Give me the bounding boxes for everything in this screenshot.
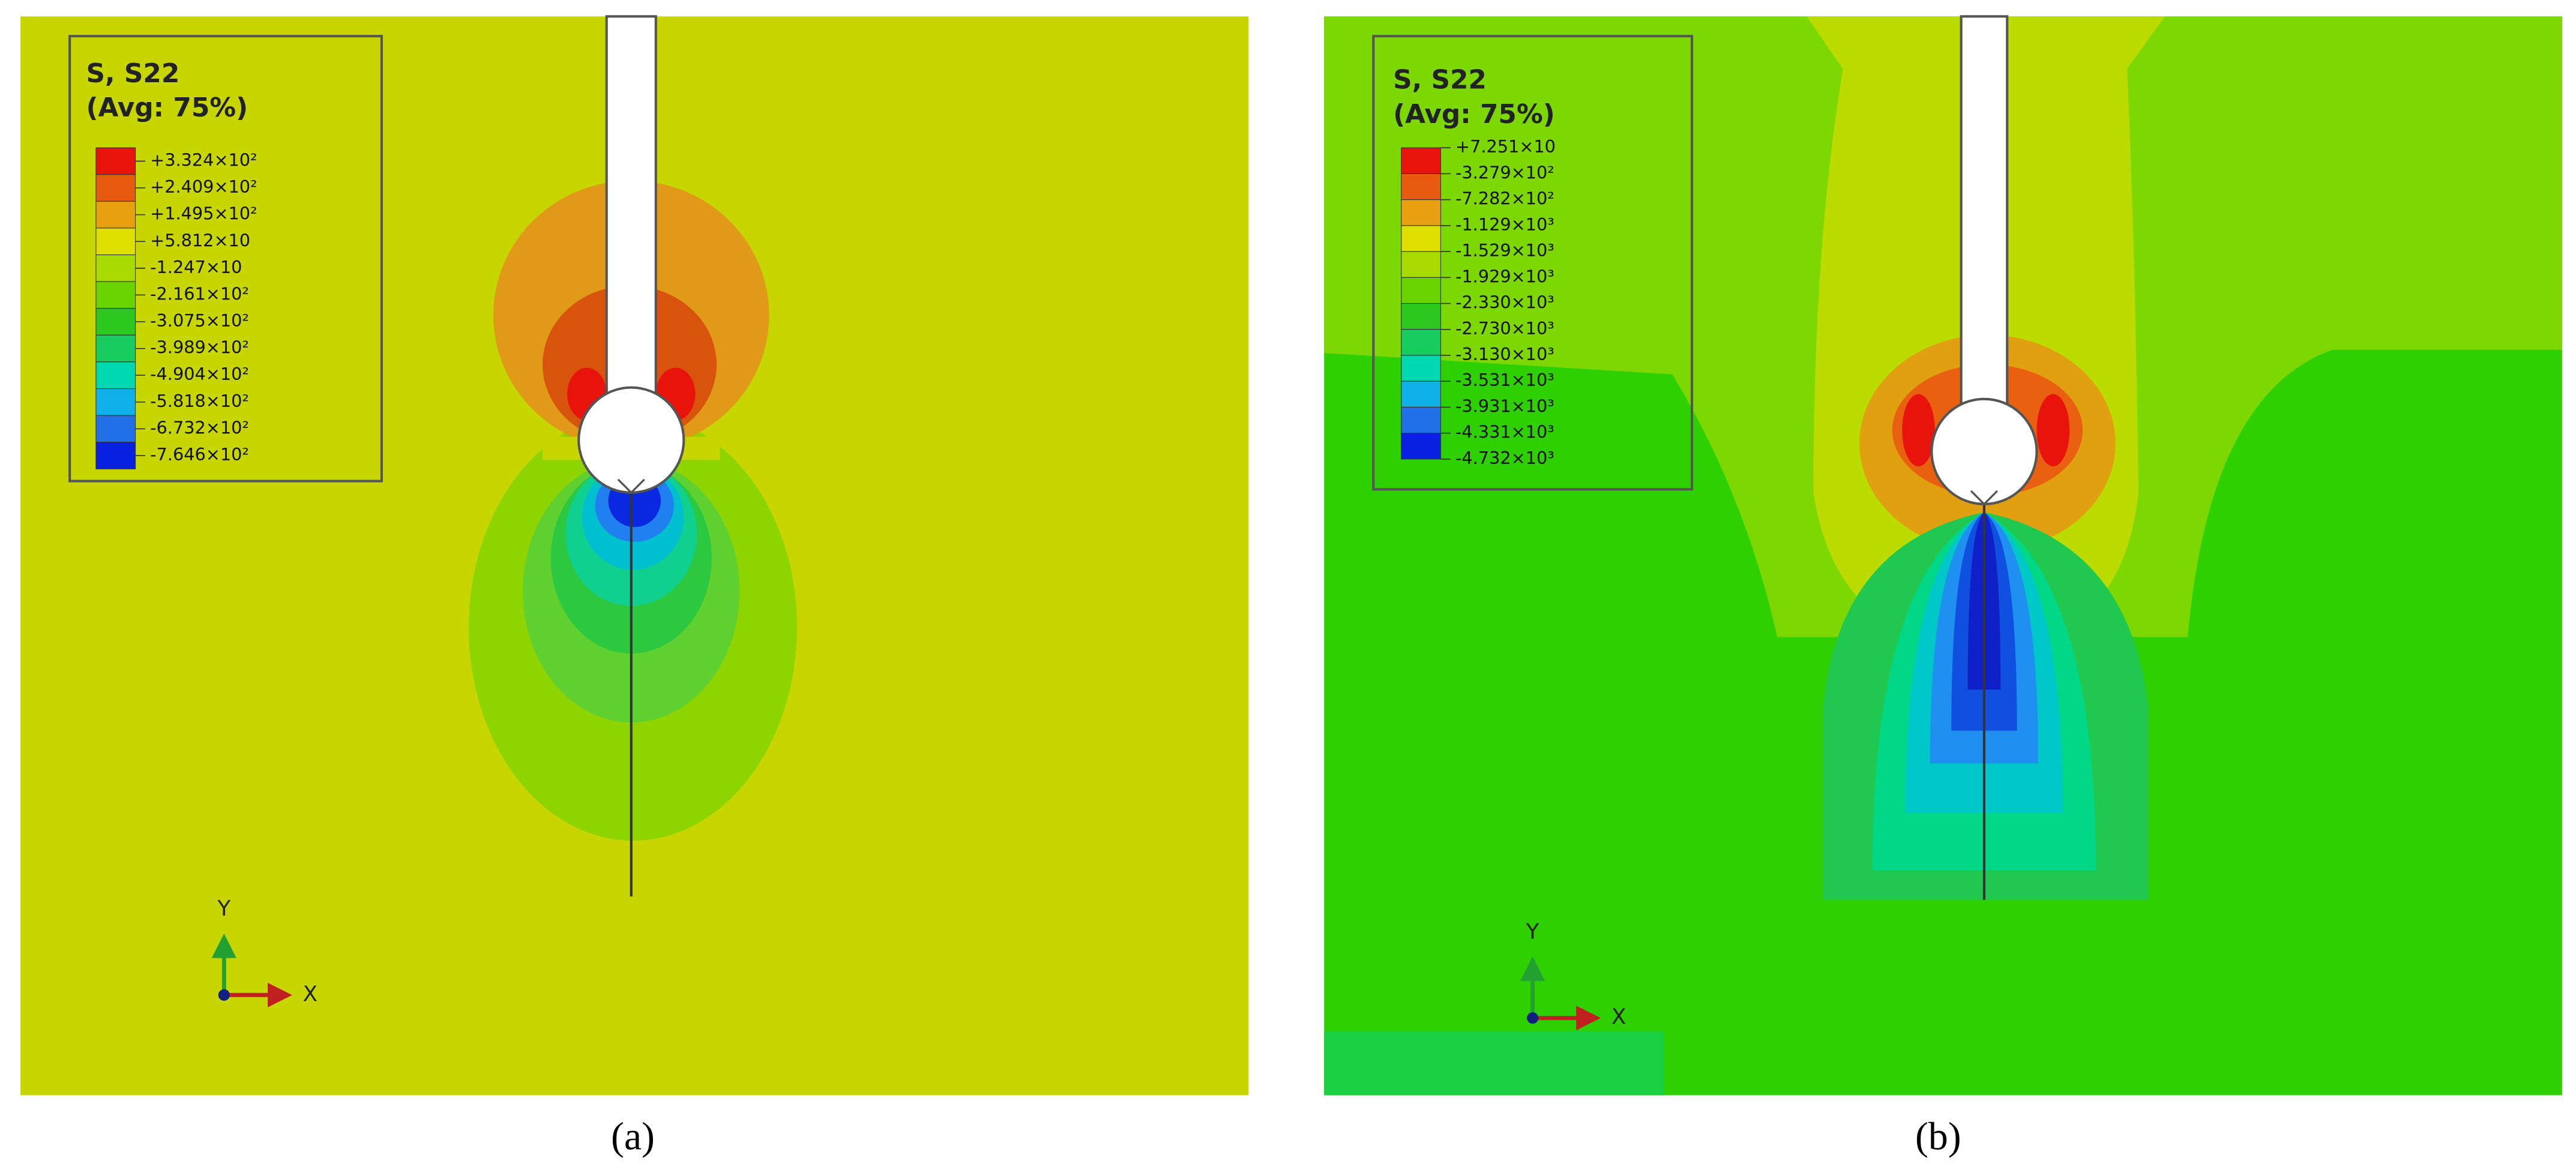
tip [1970,490,1998,506]
legend-swatch [95,334,136,363]
legend-swatch [95,415,136,443]
legend-swatch [95,442,136,469]
legend-label: -2.330×10³ [1455,292,1554,313]
ball [577,386,685,494]
legend-swatch [1401,251,1441,278]
legend-label: +5.812×10 [150,230,250,250]
legend-title: S, S22 [86,58,179,89]
contour [1324,1031,1664,1095]
legend-swatch [1401,277,1441,304]
legend-label: -1.529×10³ [1455,240,1554,260]
legend-swatch [1401,406,1441,434]
legend-swatch [95,147,136,175]
rod [1960,15,2009,429]
legend-label: -4.904×10² [150,364,249,384]
legend-label: -1.247×10 [150,257,242,277]
panel-a [20,15,1249,1095]
legend-label: +2.409×10² [150,176,257,197]
legend-label: -7.282×10² [1455,188,1554,209]
legend-swatch [95,388,136,416]
legend-label: -3.130×10³ [1455,344,1554,364]
legend-label: -6.732×10² [150,417,249,438]
legend-label: -4.331×10³ [1455,422,1554,442]
ball [1930,397,2038,505]
legend-label: -3.075×10² [150,310,249,331]
legend-swatch [95,281,136,309]
y-axis-label: Y [217,897,230,921]
legend-label: -2.161×10² [150,283,249,304]
legend-swatch [95,174,136,202]
legend-label: -4.732×10³ [1455,448,1554,468]
legend-swatch [95,308,136,336]
legend-swatch [1401,329,1441,356]
legend-swatch [1401,199,1441,226]
x-axis-label: X [303,982,317,1007]
legend-label: +1.495×10² [150,203,257,224]
legend-label: -3.989×10² [150,337,249,358]
contour [2036,394,2070,466]
contour [1902,394,1935,466]
legend-swatch [95,227,136,256]
legend-label: -5.818×10² [150,391,249,411]
legend-swatch [1401,381,1441,408]
origin [218,989,230,1001]
legend-subtitle: (Avg: 75%) [1393,99,1555,130]
legend-swatch [1401,225,1441,252]
x-axis-label: X [1612,1005,1626,1029]
legend-label: -3.531×10³ [1455,370,1554,390]
legend-swatch [1401,147,1441,174]
tip [617,478,645,495]
panel-b [1324,15,2562,1095]
legend-box [68,35,383,483]
legend-box [1372,35,1694,491]
legend-swatch [1401,433,1441,460]
legend-title: S, S22 [1393,65,1487,95]
legend-swatch [95,200,136,229]
legend-swatch [95,254,136,282]
caption: (a) [611,1115,655,1158]
legend-label: -7.646×10² [150,444,249,465]
origin [1527,1012,1539,1024]
legend-label: +7.251×10 [1455,136,1556,157]
legend-swatch [1401,303,1441,330]
caption: (b) [1915,1115,1961,1158]
rod [605,15,657,432]
legend-subtitle: (Avg: 75%) [86,92,248,123]
legend-swatch [95,361,136,390]
y-axis-label: Y [1526,920,1539,944]
legend-label: -3.279×10² [1455,162,1554,182]
legend-label: +3.324×10² [150,150,257,170]
legend-swatch [1401,173,1441,200]
legend-label: -1.929×10³ [1455,266,1554,286]
legend-label: -3.931×10³ [1455,396,1554,416]
legend-label: -1.129×10³ [1455,214,1554,235]
legend-swatch [1401,355,1441,382]
legend-label: -2.730×10³ [1455,318,1554,339]
